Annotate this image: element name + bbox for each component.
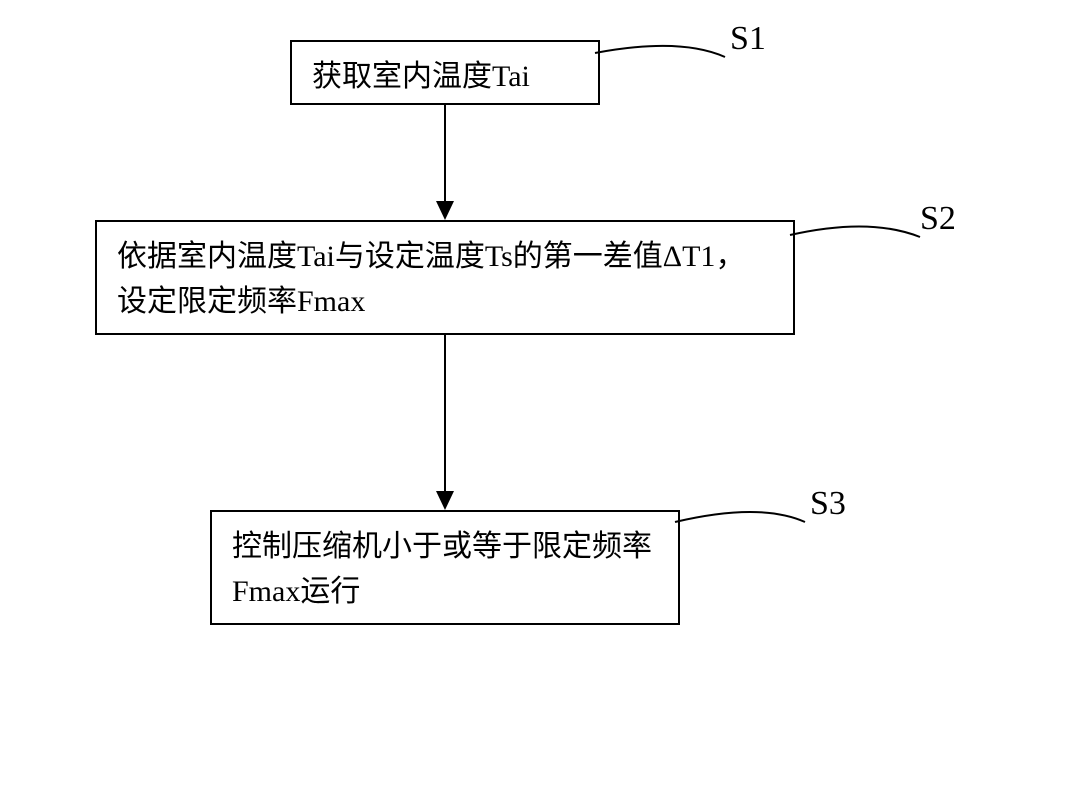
step-label-s3: S3 xyxy=(810,485,846,523)
node-s1-text: 获取室内温度Tai xyxy=(312,60,530,93)
flow-node-s1: 获取室内温度Tai xyxy=(290,40,600,105)
leader-s3 xyxy=(670,500,820,550)
arrow-s2-s3 xyxy=(430,335,460,510)
step-label-s1: S1 xyxy=(730,20,766,58)
arrow-s1-s2 xyxy=(430,105,460,220)
node-s3-text: 控制压缩机小于或等于限定频率Fmax运行 xyxy=(232,530,652,608)
step-label-s2: S2 xyxy=(920,200,956,238)
leader-s1 xyxy=(590,35,740,85)
leader-s2 xyxy=(785,215,930,265)
flow-node-s2: 依据室内温度Tai与设定温度Ts的第一差值ΔT1，设定限定频率Fmax xyxy=(95,220,795,335)
flow-node-s3: 控制压缩机小于或等于限定频率Fmax运行 xyxy=(210,510,680,625)
node-s2-text: 依据室内温度Tai与设定温度Ts的第一差值ΔT1，设定限定频率Fmax xyxy=(117,240,745,318)
